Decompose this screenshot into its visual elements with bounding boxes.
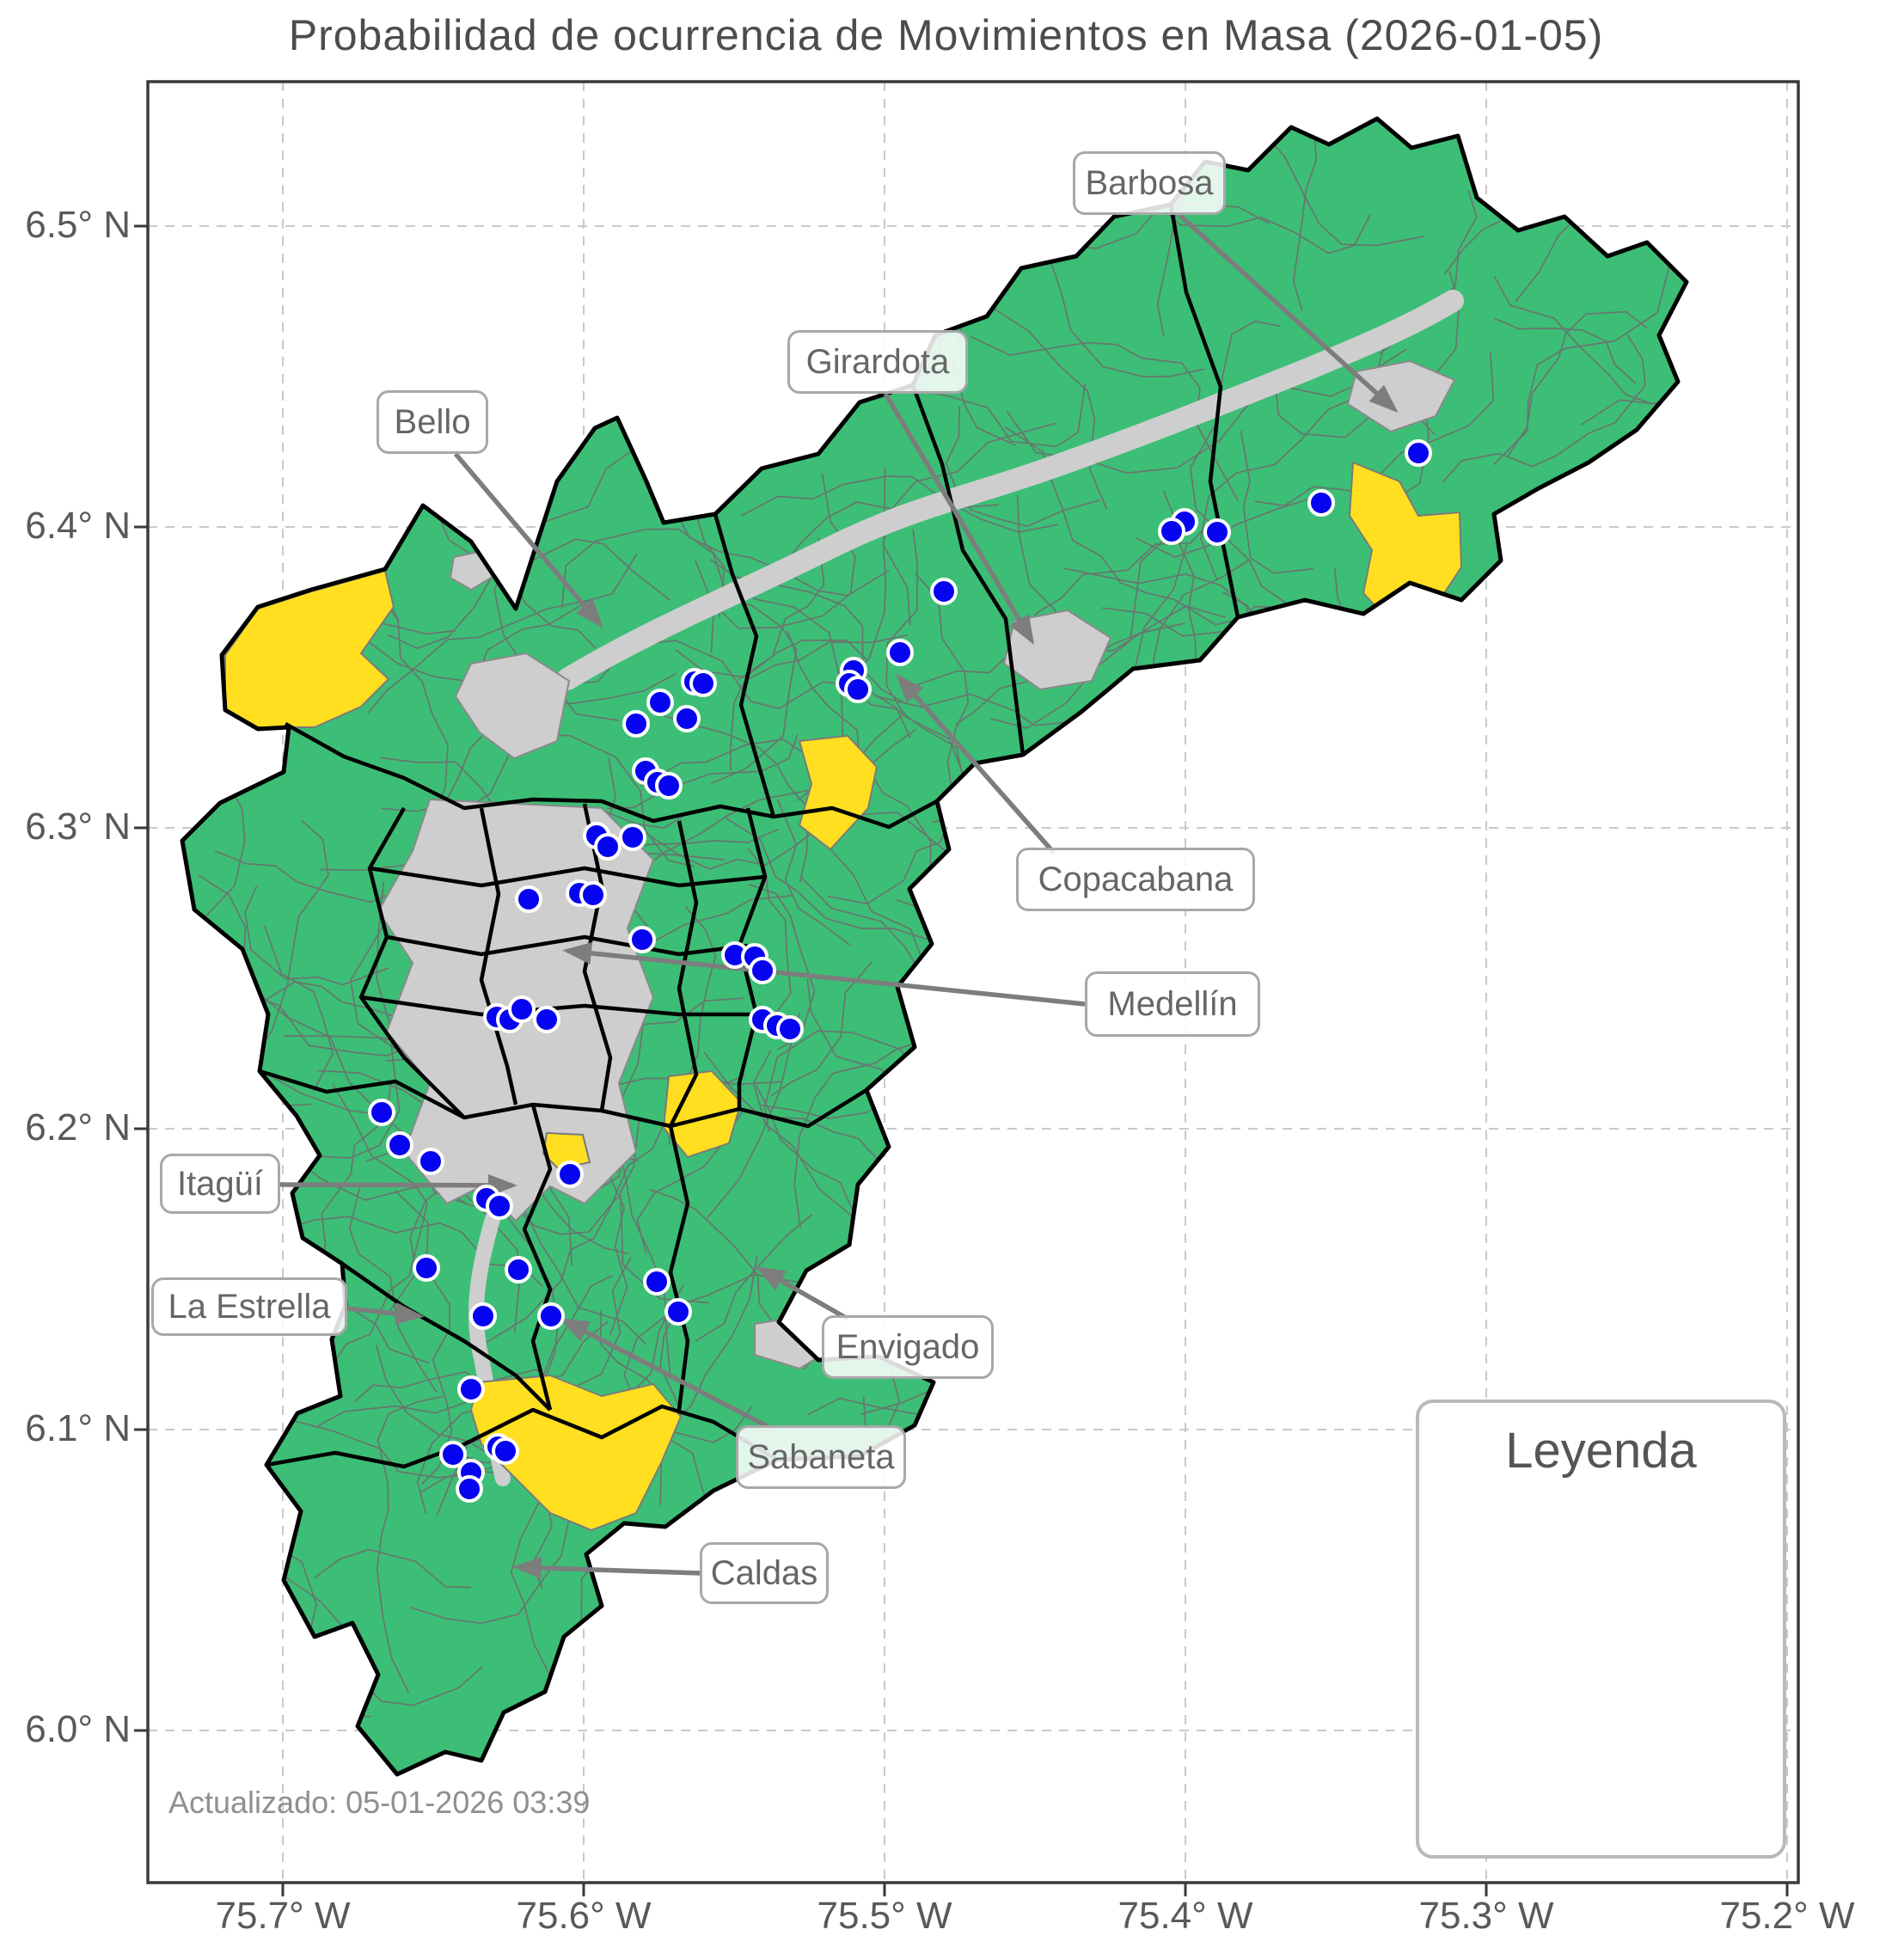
satc-point bbox=[619, 824, 646, 851]
plot-area bbox=[148, 82, 1798, 1883]
leader-line-envigado bbox=[755, 1266, 849, 1321]
y-tick-label: 6.1° N bbox=[25, 1407, 131, 1449]
x-tick-label: 75.5° W bbox=[817, 1895, 952, 1937]
satc-point bbox=[492, 1437, 519, 1465]
satc-point bbox=[886, 639, 914, 666]
satc-point bbox=[1307, 489, 1335, 517]
satc-point bbox=[622, 710, 650, 738]
satc-point bbox=[930, 578, 958, 605]
figure-title: Probabilidad de ocurrencia de Movimiento… bbox=[288, 11, 1604, 59]
x-tick-label: 75.2° W bbox=[1719, 1895, 1855, 1937]
satc-point bbox=[1203, 518, 1231, 546]
satc-point bbox=[515, 885, 542, 913]
satc-point bbox=[673, 705, 701, 732]
satc-point bbox=[537, 1302, 565, 1330]
y-tick-label: 6.2° N bbox=[25, 1106, 131, 1148]
axis-tick-marks bbox=[134, 224, 1789, 1896]
satc-point bbox=[368, 1099, 395, 1126]
satc-point bbox=[646, 689, 674, 716]
satc-point bbox=[643, 1268, 670, 1295]
label-leader-lines bbox=[279, 212, 1399, 1579]
satc-point bbox=[439, 1441, 467, 1468]
satc-point bbox=[689, 670, 717, 697]
map-label-barbosa: Barbosa bbox=[1073, 151, 1226, 215]
leader-line-copacabana bbox=[896, 673, 1056, 854]
satc-point bbox=[469, 1302, 497, 1330]
satc-point bbox=[628, 926, 656, 953]
leader-line-caldas bbox=[512, 1556, 701, 1579]
map-label-laestrella: La Estrella bbox=[151, 1277, 347, 1336]
map-label-medellin: Medellín bbox=[1085, 971, 1260, 1037]
leader-line-sabaneta bbox=[559, 1318, 774, 1431]
leader-line-barbosa bbox=[1178, 212, 1399, 413]
map-label-bello: Bello bbox=[377, 390, 488, 454]
leader-line-girardota bbox=[883, 392, 1035, 646]
satc-point bbox=[386, 1131, 413, 1159]
satc-point bbox=[664, 1298, 692, 1326]
satc-points bbox=[368, 439, 1432, 1503]
legend-title: Leyenda bbox=[1505, 1423, 1697, 1479]
satc-point bbox=[457, 1375, 485, 1403]
y-tick-label: 6.0° N bbox=[25, 1708, 131, 1750]
satc-point bbox=[1158, 518, 1185, 545]
satc-point bbox=[413, 1254, 440, 1282]
legend-box: Leyenda bbox=[1416, 1400, 1786, 1859]
y-tick-label: 6.3° N bbox=[25, 805, 131, 848]
municipal-borders bbox=[259, 204, 1240, 1469]
satc-point bbox=[594, 833, 621, 861]
satc-point bbox=[505, 1256, 532, 1283]
satc-point bbox=[655, 772, 683, 799]
satc-point bbox=[776, 1015, 804, 1043]
x-tick-label: 75.7° W bbox=[215, 1895, 351, 1937]
satc-point bbox=[1405, 439, 1432, 467]
map-label-envigado: Envigado bbox=[822, 1315, 994, 1379]
satc-point bbox=[556, 1161, 584, 1188]
leader-line-laestrella bbox=[346, 1302, 425, 1325]
map-label-itagui: Itagüí bbox=[160, 1154, 280, 1214]
satc-point bbox=[456, 1475, 483, 1503]
satc-point bbox=[417, 1148, 444, 1175]
satc-point bbox=[533, 1006, 560, 1033]
map-label-girardota: Girardota bbox=[787, 330, 968, 394]
leader-line-medellin bbox=[562, 941, 1086, 1007]
x-tick-label: 75.3° W bbox=[1418, 1895, 1554, 1937]
satc-point bbox=[486, 1192, 513, 1220]
y-tick-label: 6.5° N bbox=[25, 204, 131, 246]
axes-frame bbox=[146, 80, 1800, 1884]
x-tick-label: 75.6° W bbox=[516, 1895, 652, 1937]
satc-point bbox=[844, 676, 872, 703]
satc-point bbox=[579, 881, 607, 909]
map-label-caldas: Caldas bbox=[700, 1542, 829, 1604]
leader-line-bello bbox=[453, 452, 603, 628]
y-tick-label: 6.4° N bbox=[25, 505, 131, 547]
map-region-low bbox=[182, 119, 1687, 1774]
satc-point bbox=[749, 957, 776, 984]
map-label-sabaneta: Sabaneta bbox=[736, 1425, 906, 1489]
map-label-copacabana: Copacabana bbox=[1016, 848, 1255, 911]
updated-timestamp: Actualizado: 05-01-2026 03:39 bbox=[168, 1785, 591, 1820]
satc-point bbox=[508, 995, 536, 1023]
x-tick-label: 75.4° W bbox=[1117, 1895, 1253, 1937]
